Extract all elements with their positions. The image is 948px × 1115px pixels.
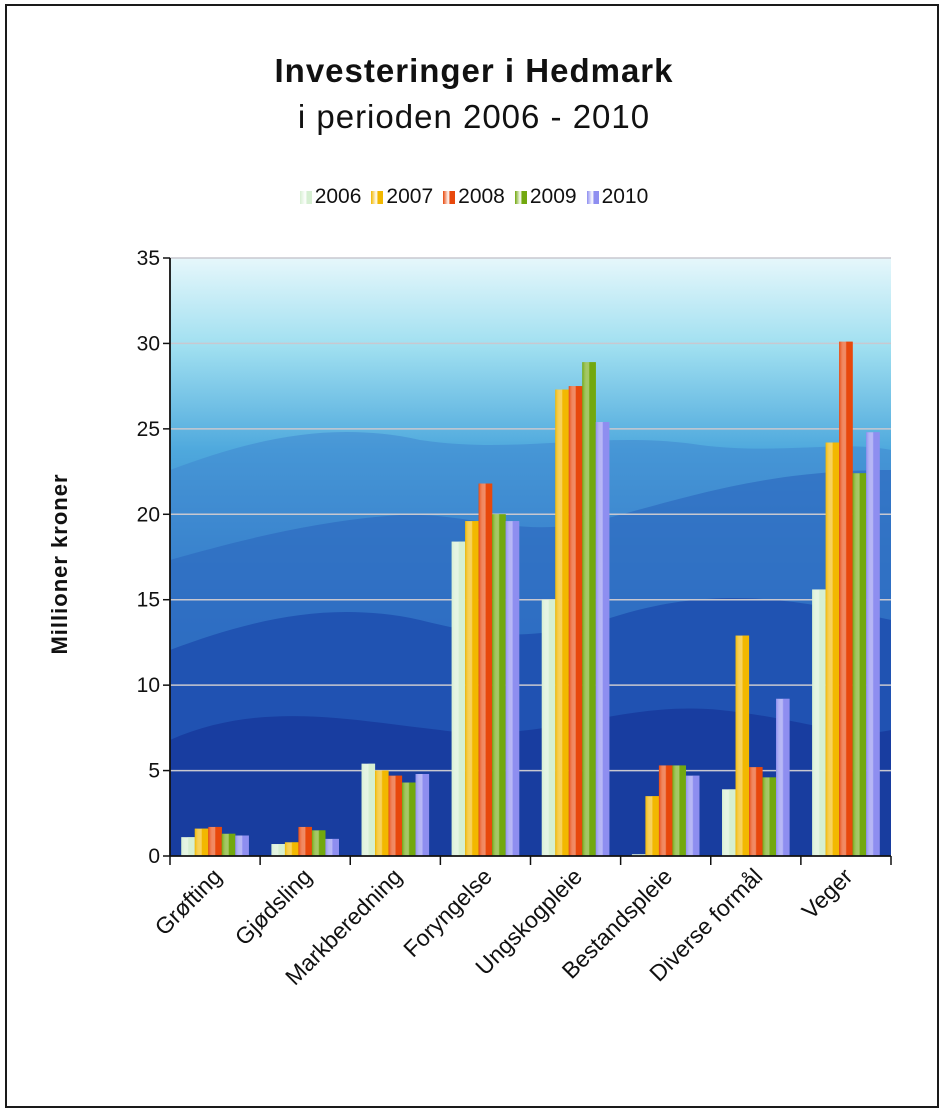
legend-swatch — [371, 190, 384, 204]
legend-swatch — [586, 190, 599, 204]
bar-shade — [311, 830, 326, 856]
bar-shade — [478, 483, 493, 856]
bar-shade — [181, 837, 195, 856]
bar-shade — [541, 599, 556, 856]
bar-shade — [465, 521, 479, 856]
legend-item-2010: 2010 — [586, 185, 649, 209]
bar-shade — [298, 826, 312, 856]
bar-shade — [722, 789, 736, 856]
bars — [181, 341, 880, 857]
legend-item-2008: 2008 — [443, 185, 505, 209]
plot-background — [170, 258, 891, 856]
legend-label: 2010 — [601, 185, 649, 208]
bar-shade — [839, 341, 853, 857]
x-tick-label: Grøfting — [149, 863, 226, 940]
bar-shade — [685, 775, 700, 856]
bar-shade — [749, 767, 763, 856]
bar-shade — [555, 389, 569, 856]
legend-swatch — [514, 190, 527, 204]
bar-shade — [776, 698, 790, 856]
bar-shade — [645, 796, 659, 856]
bar-shade — [492, 514, 506, 856]
y-tick-label: 20 — [137, 503, 160, 526]
bar-shade — [208, 826, 222, 856]
bar-shade — [672, 765, 686, 856]
bar-shade — [505, 521, 520, 856]
y-tick-label: 10 — [137, 674, 160, 697]
y-tick-label: 15 — [137, 589, 160, 612]
y-tick-label: 35 — [137, 247, 160, 270]
y-tick-labels: 0 5 10 15 20 25 30 35 — [137, 247, 170, 868]
legend-label: 2008 — [458, 185, 505, 208]
mountain-layer-4 — [170, 708, 891, 856]
bar-shade — [595, 422, 610, 856]
x-tick-label: Foryngelse — [398, 863, 497, 962]
legend-label: 2007 — [386, 185, 434, 208]
bar-shade — [325, 838, 339, 856]
bar-shade — [415, 773, 430, 856]
x-tick-label: Veger — [797, 863, 858, 924]
bar-shade — [852, 473, 867, 856]
chart-title: Investeringer i Hedmark — [274, 52, 674, 89]
bar-shade — [866, 432, 880, 856]
bar-shade — [271, 844, 285, 856]
bar-shade — [658, 765, 673, 856]
bar-shade — [451, 541, 466, 856]
legend-swatch — [299, 190, 312, 204]
chart-legend: 2006 2007 2008 2009 2010 — [0, 185, 948, 209]
bar-shade — [221, 833, 236, 856]
bar-shade — [402, 782, 416, 856]
legend-swatch — [443, 190, 456, 204]
chart-subtitle: i perioden 2006 - 2010 — [297, 98, 651, 135]
bar-shade — [284, 842, 299, 856]
x-tick-labels: Grøfting GjødslingMarkberedningForyngelse… — [149, 863, 857, 990]
y-tick-label: 5 — [148, 760, 160, 783]
bar-shade — [361, 763, 376, 856]
bar-shade — [388, 775, 403, 856]
bar-shade — [762, 777, 777, 856]
bar-shade — [812, 589, 826, 856]
bar-shade — [735, 635, 750, 856]
axes — [169, 258, 892, 865]
bar-shade — [568, 386, 583, 856]
x-tick-label: Gjødsling — [230, 863, 317, 950]
bar-shade — [375, 770, 389, 856]
gridlines — [170, 257, 891, 772]
legend-item-2006: 2006 — [299, 185, 362, 209]
legend-label: 2009 — [529, 185, 577, 208]
legend-item-2007: 2007 — [371, 185, 433, 209]
bar-shade — [235, 835, 249, 856]
y-tick-label: 0 — [148, 845, 160, 868]
y-tick-label: 25 — [137, 418, 160, 441]
bar-shade — [582, 362, 596, 856]
legend-item-2009: 2009 — [514, 185, 577, 209]
bar-shade — [825, 442, 840, 856]
y-tick-label: 30 — [137, 332, 160, 355]
bar-shade — [194, 828, 209, 856]
legend-label: 2006 — [314, 185, 362, 208]
